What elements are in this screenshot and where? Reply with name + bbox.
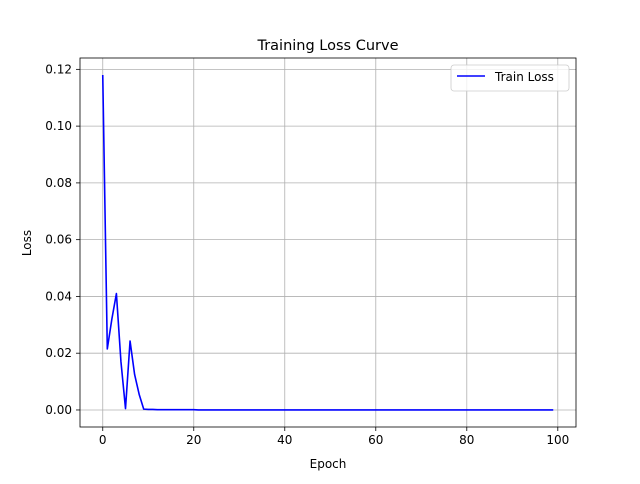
y-tick-label: 0.00 [45,403,72,417]
x-tick-label: 0 [99,433,107,447]
y-tick-label: 0.12 [45,62,72,76]
x-tick-label: 100 [546,433,569,447]
y-tick-label: 0.08 [45,176,72,190]
legend: Train Loss [450,64,570,92]
y-tick-label: 0.02 [45,346,72,360]
grid-layer [80,58,576,427]
x-tick-label: 40 [277,433,292,447]
x-tick-label: 20 [186,433,201,447]
series-layer [101,75,554,411]
chart-title: Training Loss Curve [256,38,398,54]
y-axis-label: Loss [20,230,34,256]
legend-box [450,64,570,92]
x-axis-label: Epoch [310,457,347,471]
x-tick-label: 80 [459,433,474,447]
y-tick-label: 0.06 [45,233,72,247]
legend-label-train-loss: Train Loss [494,70,554,84]
y-tick-label: 0.10 [45,119,72,133]
y-tick-label: 0.04 [45,289,72,303]
tick-layer: 0 20 40 60 80 100 0.00 0.02 0.04 0.06 0.08 0.10 0.12 [45,62,569,447]
series-line-train-loss [101,75,554,411]
plot-frame [79,57,577,428]
x-tick-label: 60 [368,433,383,447]
